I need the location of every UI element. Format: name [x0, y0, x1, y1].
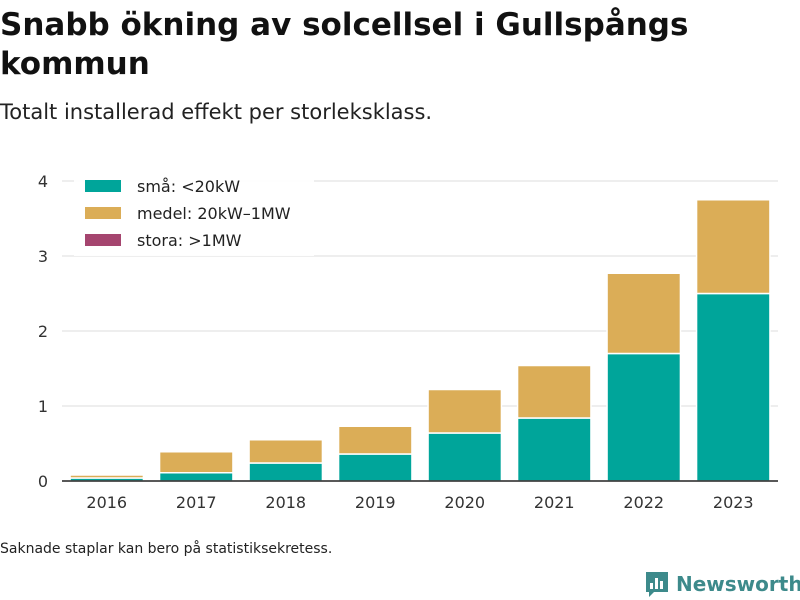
- x-axis: 2016 2017 2018 2019 2020 2021 2022 2023: [62, 480, 778, 512]
- legend-label: medel: 20kW–1MW: [137, 204, 291, 223]
- x-tick-label: 2023: [713, 493, 754, 512]
- bar-segment[interactable]: [606, 272, 682, 355]
- x-tick-label: 2018: [265, 493, 306, 512]
- y-tick-label: 2: [38, 322, 48, 341]
- chart-subtitle: Totalt installerad effekt per storlekskl…: [0, 100, 433, 124]
- x-tick-label: 2020: [444, 493, 485, 512]
- bar-segment[interactable]: [427, 432, 503, 482]
- x-tick-label: 2021: [534, 493, 575, 512]
- bar-segment[interactable]: [337, 425, 413, 455]
- legend-label: stora: >1MW: [137, 231, 242, 250]
- legend-swatch: [85, 207, 121, 219]
- y-tick-label: 0: [38, 472, 48, 491]
- bar-segment[interactable]: [606, 352, 682, 482]
- bar-segment[interactable]: [337, 453, 413, 482]
- y-axis: 0 1 2 3 4: [38, 172, 48, 491]
- x-tick-label: 2016: [86, 493, 127, 512]
- x-tick-label: 2017: [176, 493, 217, 512]
- brand-name: Newsworthy: [676, 572, 800, 596]
- x-tick-label: 2022: [623, 493, 664, 512]
- bar-segment[interactable]: [695, 199, 771, 295]
- y-tick-label: 1: [38, 397, 48, 416]
- bars: [69, 199, 771, 482]
- chart-title: Snabb ökning av solcellsel i Gullspångs …: [0, 7, 689, 82]
- bar-segment[interactable]: [248, 439, 324, 464]
- bar-segment[interactable]: [516, 364, 592, 419]
- bar-chart-logo-icon: [646, 572, 668, 597]
- bar-segment[interactable]: [158, 472, 234, 482]
- legend-swatch: [85, 234, 121, 246]
- bar-chart: 0 1 2 3 4 2016 2017 2018 2019 2020 2021 2022 2023 s…: [38, 172, 778, 512]
- brand-logo[interactable]: Newsworthy: [644, 570, 800, 598]
- bar-segment[interactable]: [69, 474, 145, 479]
- legend-swatch: [85, 180, 121, 192]
- legend: små: <20kW medel: 20kW–1MW stora: >1MW: [74, 172, 314, 256]
- y-tick-label: 3: [38, 247, 48, 266]
- bar-segment[interactable]: [158, 451, 234, 474]
- bar-segment[interactable]: [427, 388, 503, 434]
- x-tick-label: 2019: [355, 493, 396, 512]
- bar-segment[interactable]: [516, 417, 592, 482]
- y-tick-label: 4: [38, 172, 48, 191]
- footnote: Saknade staplar kan bero på statistiksek…: [0, 541, 333, 557]
- legend-label: små: <20kW: [137, 177, 240, 196]
- bar-segment[interactable]: [248, 462, 324, 482]
- bar-segment[interactable]: [695, 292, 771, 482]
